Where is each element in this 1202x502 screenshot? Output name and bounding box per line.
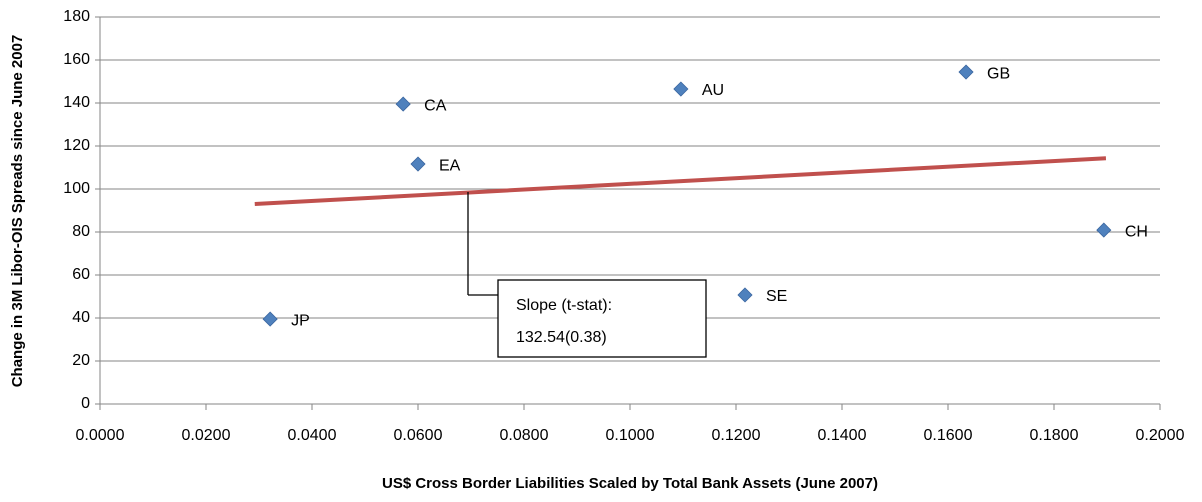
point-label: CH xyxy=(1125,223,1148,240)
y-tick-label: 0 xyxy=(81,395,90,412)
point-label: SE xyxy=(766,288,787,305)
point xyxy=(410,156,426,172)
x-axis-title: US$ Cross Border Liabilities Scaled by T… xyxy=(382,475,878,492)
y-tick-label: 100 xyxy=(63,180,90,197)
x-tick-label: 0.1200 xyxy=(712,427,761,444)
y-tick-label: 80 xyxy=(72,223,90,240)
x-tick-label: 0.1400 xyxy=(818,427,867,444)
point xyxy=(737,287,753,303)
x-tick-label: 0.0600 xyxy=(394,427,443,444)
point-label: GB xyxy=(987,65,1010,82)
x-tick-label: 0.0400 xyxy=(288,427,337,444)
x-tick-label: 0.0200 xyxy=(182,427,231,444)
point xyxy=(958,64,974,80)
trendline xyxy=(254,156,1107,207)
y-tick-label: 20 xyxy=(72,352,90,369)
point xyxy=(395,96,411,112)
point-label: AU xyxy=(702,82,724,99)
y-tick-label: 180 xyxy=(63,8,90,25)
x-tick-label: 0.0000 xyxy=(76,427,125,444)
x-tick-label: 0.1600 xyxy=(924,427,973,444)
y-tick-label: 140 xyxy=(63,94,90,111)
y-tick-label: 160 xyxy=(63,51,90,68)
point xyxy=(673,81,689,97)
y-axis-title: Change in 3M Libor-OIS Spreads since Jun… xyxy=(9,35,26,388)
point xyxy=(1096,222,1112,238)
x-tick-label: 0.0800 xyxy=(500,427,549,444)
y-tick-label: 120 xyxy=(63,137,90,154)
x-tick-label: 0.1000 xyxy=(606,427,655,444)
annotation: 132.54(0.38) xyxy=(516,329,607,346)
x-tick-label: 0.2000 xyxy=(1136,427,1185,444)
annotation: Slope (t-stat): xyxy=(516,297,612,314)
point xyxy=(262,311,278,327)
point-label: EA xyxy=(439,157,461,174)
x-tick-label: 0.1800 xyxy=(1030,427,1079,444)
point-label: JP xyxy=(291,312,310,329)
annotation-box xyxy=(497,279,707,358)
y-tick-label: 60 xyxy=(72,266,90,283)
y-tick-label: 40 xyxy=(72,309,90,326)
point-label: CA xyxy=(424,97,447,114)
